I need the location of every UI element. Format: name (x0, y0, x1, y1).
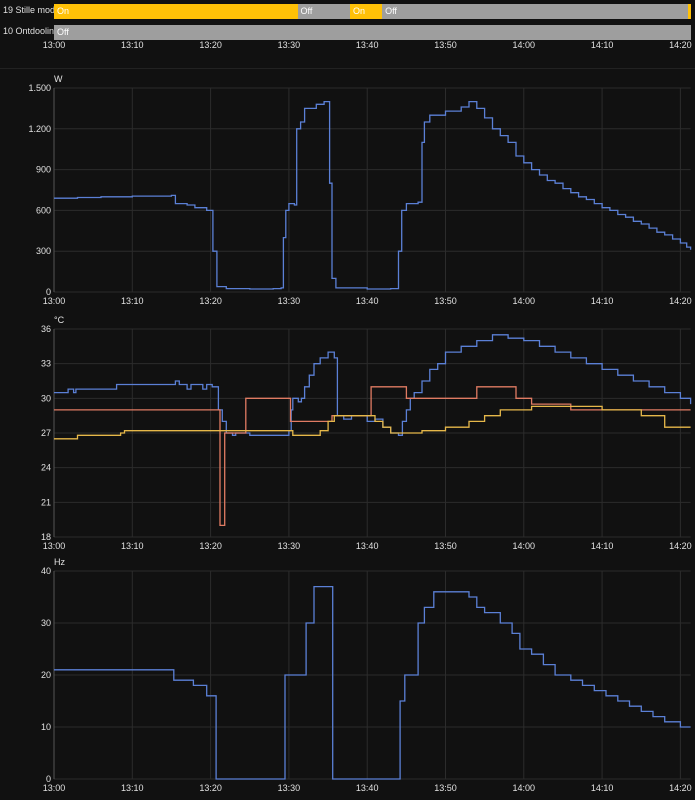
x-tick-label: 13:30 (278, 296, 301, 306)
x-tick-label: 13:40 (356, 541, 379, 551)
x-tick-label: 13:10 (121, 541, 144, 551)
power-chart: W 0 300 600 900 1.200 1.500 13:00 13:10 13:20 13:3… (28, 74, 692, 306)
x-tick-label: 13:10 (121, 296, 144, 306)
timeline-tick-label: 13:40 (355, 40, 379, 50)
x-tick-label: 14:00 (513, 296, 536, 306)
y-tick-label: 1.200 (28, 124, 51, 134)
timeline-tick-label: 14:10 (590, 40, 614, 50)
y-tick-label: 40 (41, 566, 51, 576)
y-tick-label: 36 (41, 324, 51, 334)
y-axis-unit: Hz (54, 557, 65, 567)
y-tick-label: 600 (36, 205, 51, 215)
x-tick-label: 13:50 (434, 541, 457, 551)
timeline-segment-off[interactable]: Off (297, 4, 350, 19)
x-tick-label: 13:40 (356, 783, 379, 793)
timeline-segment-off[interactable]: Off (54, 25, 691, 40)
x-tick-label: 13:00 (43, 783, 66, 793)
x-tick-label: 13:50 (434, 783, 457, 793)
timeline-tick-label: 13:10 (121, 40, 144, 50)
series-line (54, 100, 692, 290)
series-line (54, 334, 692, 436)
x-tick-label: 13:20 (199, 783, 222, 793)
x-tick-label: 13:30 (278, 541, 301, 551)
timeline-row-label: 10 Ontdooling (3, 26, 60, 36)
x-tick-label: 13:50 (434, 296, 457, 306)
timeline-tick-label: 13:20 (199, 40, 222, 50)
x-tick-label: 14:10 (591, 783, 614, 793)
y-tick-label: 1.500 (28, 83, 51, 93)
frequency-chart: Hz 0 10 20 30 40 13:00 13:10 13:20 13:30 13:40 13:5… (41, 557, 692, 793)
y-tick-label: 33 (41, 359, 51, 369)
x-tick-label: 13:20 (199, 541, 222, 551)
y-tick-label: 21 (41, 497, 51, 507)
y-tick-label: 27 (41, 428, 51, 438)
x-tick-label: 14:00 (513, 541, 536, 551)
y-axis-unit: °C (54, 315, 65, 325)
timeline-tick-label: 14:00 (512, 40, 536, 50)
series-line (54, 585, 691, 780)
timeline-row: 10 Ontdooling Off (0, 25, 695, 40)
x-tick-label: 13:00 (43, 296, 66, 306)
y-tick-label: 300 (36, 246, 51, 256)
y-tick-label: 24 (41, 463, 51, 473)
timeline-segment-on[interactable]: On (54, 4, 298, 19)
y-tick-label: 30 (41, 393, 51, 403)
x-tick-label: 13:20 (199, 296, 222, 306)
divider (0, 68, 695, 69)
x-tick-label: 14:20 (669, 296, 692, 306)
y-tick-label: 18 (41, 532, 51, 542)
y-tick-label: 0 (46, 774, 51, 784)
x-tick-label: 14:00 (513, 783, 536, 793)
x-tick-label: 14:20 (669, 541, 692, 551)
timeline-row-label: 19 Stille mode (3, 5, 61, 15)
series-line (54, 405, 691, 440)
y-axis-unit: W (54, 74, 63, 84)
timeline-tick-label: 13:30 (277, 40, 301, 50)
x-tick-label: 14:10 (591, 541, 614, 551)
timeline-tick-label: 13:00 (42, 40, 66, 50)
y-tick-label: 30 (41, 618, 51, 628)
temperature-chart: °C 18 21 24 27 30 33 36 13:00 13:10 13:20 13:30 13:4… (41, 315, 692, 551)
y-tick-label: 20 (41, 670, 51, 680)
timeline-tick-label: 14:20 (669, 40, 692, 50)
timeline-segment-off[interactable]: Off (382, 4, 689, 19)
y-tick-label: 0 (46, 287, 51, 297)
x-tick-label: 13:10 (121, 783, 144, 793)
x-tick-label: 14:10 (591, 296, 614, 306)
series-line (54, 386, 691, 527)
x-tick-label: 13:30 (278, 783, 301, 793)
timeline-segment-on[interactable] (688, 4, 692, 19)
timeline-tick-label: 13:50 (434, 40, 457, 50)
timeline-x-axis: 13:00 13:10 13:20 13:30 13:40 13:50 14:00 14:10… (0, 40, 695, 54)
x-tick-label: 14:20 (669, 783, 692, 793)
y-tick-label: 900 (36, 165, 51, 175)
timeline-row: 19 Stille mode On Off On Off (0, 4, 695, 19)
y-tick-label: 10 (41, 722, 51, 732)
timeline-segment-on[interactable]: On (349, 4, 383, 19)
x-tick-label: 13:40 (356, 296, 379, 306)
x-tick-label: 13:00 (43, 541, 66, 551)
